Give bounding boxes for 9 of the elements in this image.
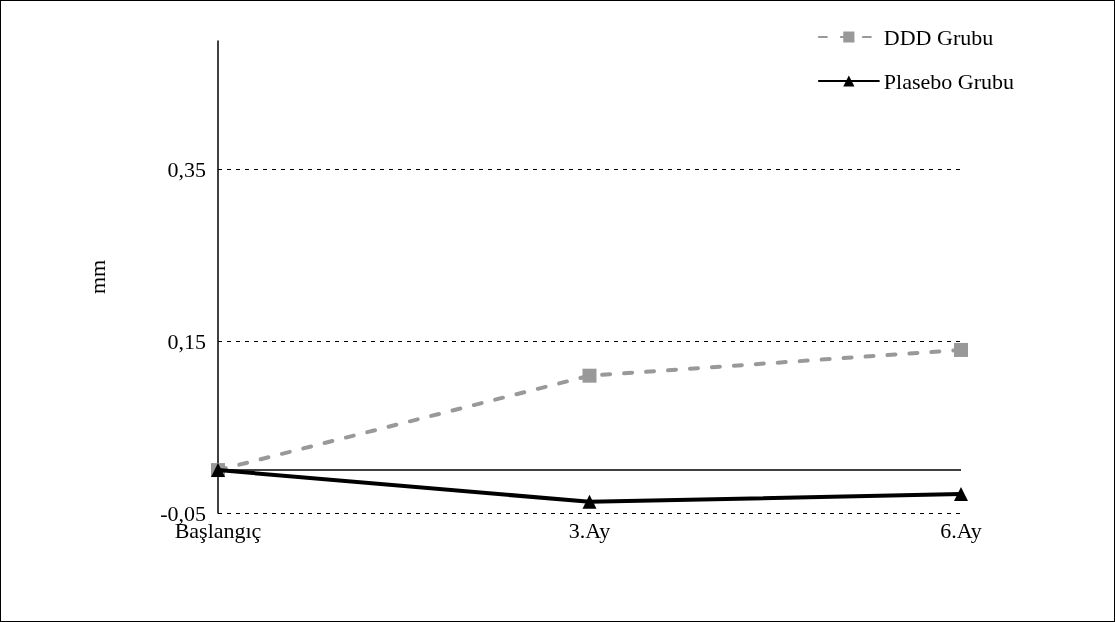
x-tick-label: 6.Ay: [940, 517, 982, 543]
y-tick-label: 0,35: [167, 157, 206, 183]
point: [582, 368, 597, 383]
legend-label: DDD Grubu: [883, 24, 994, 50]
y-axis-title: mm: [84, 259, 110, 295]
legend-label: Plasebo Grubu: [883, 68, 1014, 94]
x-tick-label: 3.Ay: [568, 517, 611, 543]
y-tick-label: 0,15: [167, 328, 206, 354]
point: [954, 342, 968, 357]
